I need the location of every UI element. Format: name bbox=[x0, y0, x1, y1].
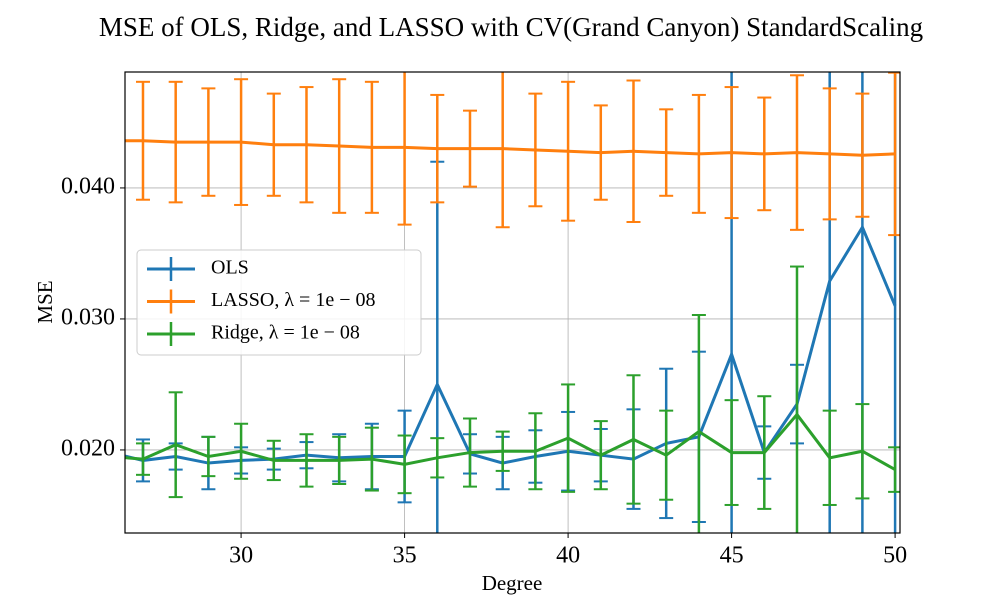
x-tick-label: 30 bbox=[229, 543, 253, 569]
plot-area bbox=[125, 72, 900, 533]
x-tick-label: 50 bbox=[883, 543, 907, 569]
x-tick-label: 35 bbox=[393, 543, 417, 569]
y-tick-label: 0.020 bbox=[61, 435, 115, 461]
ticks: 30 35 40 45 50 0.020 0.030 0.040 bbox=[61, 173, 907, 568]
axes-frame bbox=[124, 71, 901, 534]
legend-label: Ridge, λ = 1e − 08 bbox=[211, 322, 360, 344]
legend-label: LASSO, λ = 1e − 08 bbox=[211, 289, 375, 311]
legend-box bbox=[136, 249, 422, 356]
series-line bbox=[125, 139, 896, 157]
x-axis-label: Degree bbox=[482, 571, 543, 595]
y-tick-label: 0.030 bbox=[61, 304, 115, 330]
series-line bbox=[125, 412, 896, 471]
legend: OLS LASSO, λ = 1e − 08 Ridge, λ = 1e − 08 bbox=[136, 249, 422, 356]
x-tick-label: 40 bbox=[556, 543, 580, 569]
chart-title: MSE of OLS, Ridge, and LASSO with CV(Gra… bbox=[99, 12, 923, 42]
legend-label: OLS bbox=[211, 257, 249, 279]
y-axis-label: MSE bbox=[33, 280, 57, 323]
x-tick-label: 45 bbox=[720, 543, 744, 569]
y-tick-label: 0.040 bbox=[61, 173, 115, 199]
